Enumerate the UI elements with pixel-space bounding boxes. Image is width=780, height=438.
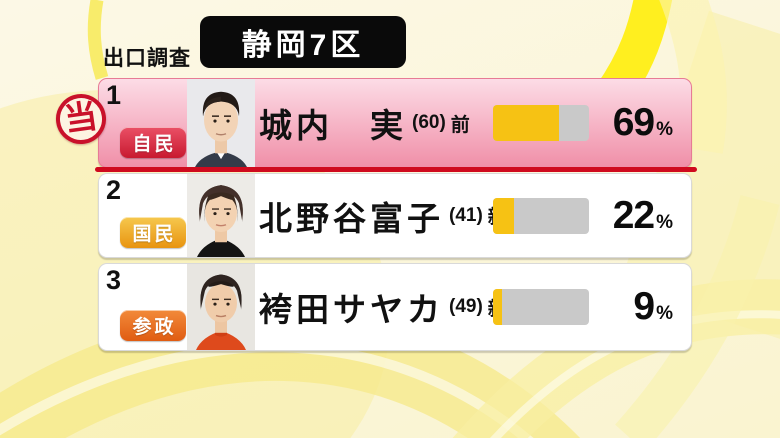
candidate-name: 袴田サヤカ (259, 291, 444, 328)
exit-poll-label: 出口調査 (103, 47, 191, 70)
candidate-age: (49) (449, 296, 483, 317)
rank-number: 3 (106, 265, 122, 295)
party-badge: 自民 (120, 127, 186, 158)
candidate-row: 1 自民 城内 実 (60) 前 (98, 78, 692, 168)
result-bar (493, 197, 589, 234)
winner-separator-line (95, 167, 697, 172)
result-bar-fill (493, 197, 515, 234)
percent-group: 9 % (633, 285, 673, 329)
candidate-photo (187, 264, 255, 350)
candidate-name: 城内 実 (259, 107, 407, 144)
rank-number: 1 (106, 80, 122, 110)
candidate-info: 城内 実 (60) 前 (259, 79, 470, 167)
candidate-row: 3 参政 袴田サヤカ (49) 新 (98, 263, 692, 351)
result-bar (493, 289, 589, 325)
candidate-info: 袴田サヤカ (49) 新 (259, 264, 507, 350)
percent-group: 22 % (613, 194, 673, 238)
result-bar (493, 105, 589, 141)
district-title-box: 静岡7区 (200, 16, 406, 68)
percent-value: 69 (612, 101, 655, 144)
candidate-age: (60) (412, 112, 446, 133)
candidate-age: (41) (449, 204, 483, 226)
percent-group: 69 % (613, 101, 673, 145)
result-bar-fill (493, 289, 502, 325)
elected-stamp-label: 当 (62, 98, 100, 139)
candidate-row: 2 国民 北野谷富子 (41) 新 (98, 173, 692, 258)
candidate-info: 北野谷富子 (41) 新 (259, 174, 507, 257)
percent-value: 22 (612, 193, 655, 237)
result-bar-fill (493, 105, 560, 141)
candidate-photo (187, 79, 255, 167)
district-title: 静岡7区 (241, 29, 365, 62)
candidate-photo (187, 174, 255, 257)
party-badge: 国民 (120, 217, 186, 248)
percent-value: 9 (633, 285, 655, 328)
percent-unit: % (656, 211, 673, 233)
party-badge: 参政 (120, 310, 186, 341)
candidate-name: 北野谷富子 (259, 199, 444, 237)
percent-unit: % (656, 303, 673, 324)
percent-unit: % (656, 119, 673, 140)
rank-number: 2 (106, 175, 122, 205)
candidate-status: 前 (450, 114, 470, 136)
